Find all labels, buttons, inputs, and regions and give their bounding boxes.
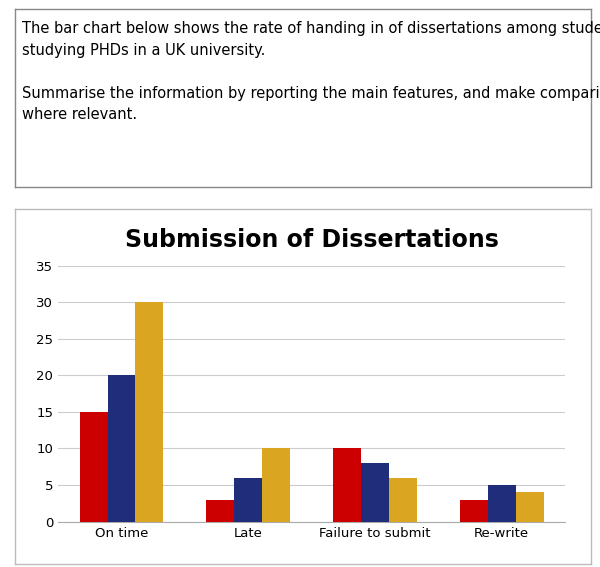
Bar [107, 375, 136, 522]
Bar [206, 500, 235, 522]
Bar [515, 492, 544, 522]
Bar [389, 477, 417, 522]
Bar [488, 485, 515, 522]
Bar [235, 477, 262, 522]
Bar [333, 448, 361, 522]
Text: Submission of Dissertations: Submission of Dissertations [125, 228, 499, 252]
Bar [80, 412, 107, 522]
Text: The bar chart below shows the rate of handing in of dissertations among students: The bar chart below shows the rate of ha… [22, 21, 600, 122]
Bar [460, 500, 488, 522]
Bar [361, 463, 389, 522]
Bar [136, 302, 163, 522]
Bar [262, 448, 290, 522]
